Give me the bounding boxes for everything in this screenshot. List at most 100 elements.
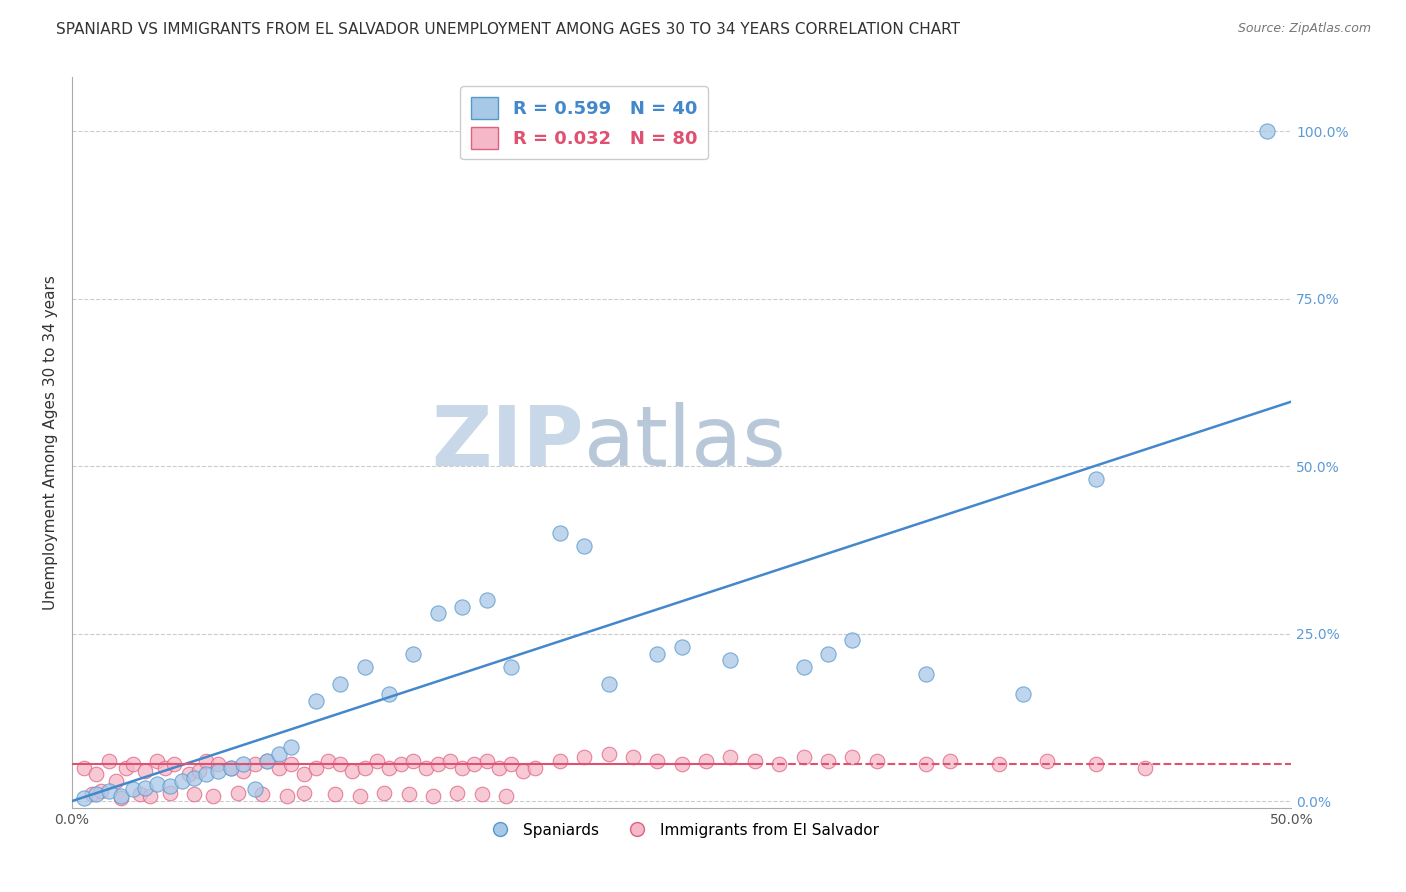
- Point: [426, 757, 449, 772]
- Legend: Spaniards, Immigrants from El Salvador: Spaniards, Immigrants from El Salvador: [478, 817, 884, 844]
- Point: [671, 640, 693, 654]
- Point: [349, 789, 371, 803]
- Point: [1085, 472, 1108, 486]
- Point: [146, 777, 169, 791]
- Point: [219, 760, 242, 774]
- Point: [402, 754, 425, 768]
- Point: [183, 771, 205, 785]
- Point: [451, 760, 474, 774]
- Point: [256, 754, 278, 768]
- Point: [305, 693, 328, 707]
- Point: [572, 750, 595, 764]
- Point: [866, 754, 889, 768]
- Point: [97, 754, 120, 768]
- Point: [987, 757, 1010, 772]
- Point: [134, 764, 156, 778]
- Point: [389, 757, 412, 772]
- Point: [475, 754, 498, 768]
- Point: [159, 780, 181, 794]
- Text: SPANIARD VS IMMIGRANTS FROM EL SALVADOR UNEMPLOYMENT AMONG AGES 30 TO 34 YEARS C: SPANIARD VS IMMIGRANTS FROM EL SALVADOR …: [56, 22, 960, 37]
- Point: [1133, 760, 1156, 774]
- Point: [841, 750, 863, 764]
- Point: [572, 540, 595, 554]
- Point: [207, 764, 229, 778]
- Point: [269, 760, 291, 774]
- Point: [104, 774, 127, 789]
- Point: [170, 774, 193, 789]
- Point: [110, 790, 132, 805]
- Point: [598, 747, 620, 761]
- Point: [269, 747, 291, 761]
- Point: [512, 764, 534, 778]
- Point: [280, 757, 302, 772]
- Point: [153, 760, 176, 774]
- Point: [325, 788, 347, 802]
- Point: [329, 677, 352, 691]
- Point: [122, 782, 145, 797]
- Point: [73, 790, 96, 805]
- Point: [495, 789, 517, 803]
- Point: [226, 786, 249, 800]
- Point: [183, 788, 205, 802]
- Point: [146, 754, 169, 768]
- Point: [499, 660, 522, 674]
- Point: [280, 740, 302, 755]
- Point: [768, 757, 790, 772]
- Point: [793, 750, 815, 764]
- Point: [720, 750, 742, 764]
- Point: [177, 767, 200, 781]
- Point: [134, 780, 156, 795]
- Point: [841, 633, 863, 648]
- Point: [316, 754, 339, 768]
- Point: [276, 789, 298, 803]
- Point: [195, 754, 218, 768]
- Point: [305, 760, 328, 774]
- Point: [446, 786, 468, 800]
- Point: [80, 788, 103, 802]
- Point: [207, 757, 229, 772]
- Point: [1256, 124, 1278, 138]
- Point: [415, 760, 437, 774]
- Point: [139, 789, 162, 803]
- Point: [159, 786, 181, 800]
- Point: [671, 757, 693, 772]
- Point: [122, 757, 145, 772]
- Point: [129, 788, 152, 802]
- Point: [97, 784, 120, 798]
- Point: [744, 754, 766, 768]
- Point: [366, 754, 388, 768]
- Point: [329, 757, 352, 772]
- Point: [292, 767, 315, 781]
- Point: [195, 767, 218, 781]
- Point: [463, 757, 485, 772]
- Point: [793, 660, 815, 674]
- Text: Source: ZipAtlas.com: Source: ZipAtlas.com: [1237, 22, 1371, 36]
- Point: [202, 789, 225, 803]
- Point: [695, 754, 717, 768]
- Point: [402, 647, 425, 661]
- Point: [524, 760, 547, 774]
- Point: [439, 754, 461, 768]
- Point: [110, 789, 132, 803]
- Point: [499, 757, 522, 772]
- Point: [187, 764, 209, 778]
- Point: [353, 660, 375, 674]
- Point: [256, 754, 278, 768]
- Point: [378, 760, 401, 774]
- Point: [243, 757, 266, 772]
- Point: [1012, 687, 1035, 701]
- Point: [252, 788, 274, 802]
- Point: [86, 767, 108, 781]
- Point: [471, 788, 494, 802]
- Point: [73, 760, 96, 774]
- Point: [86, 788, 108, 802]
- Point: [914, 666, 936, 681]
- Point: [353, 760, 375, 774]
- Point: [398, 788, 420, 802]
- Point: [645, 647, 668, 661]
- Point: [292, 786, 315, 800]
- Point: [548, 754, 571, 768]
- Point: [422, 789, 444, 803]
- Point: [426, 607, 449, 621]
- Point: [232, 757, 254, 772]
